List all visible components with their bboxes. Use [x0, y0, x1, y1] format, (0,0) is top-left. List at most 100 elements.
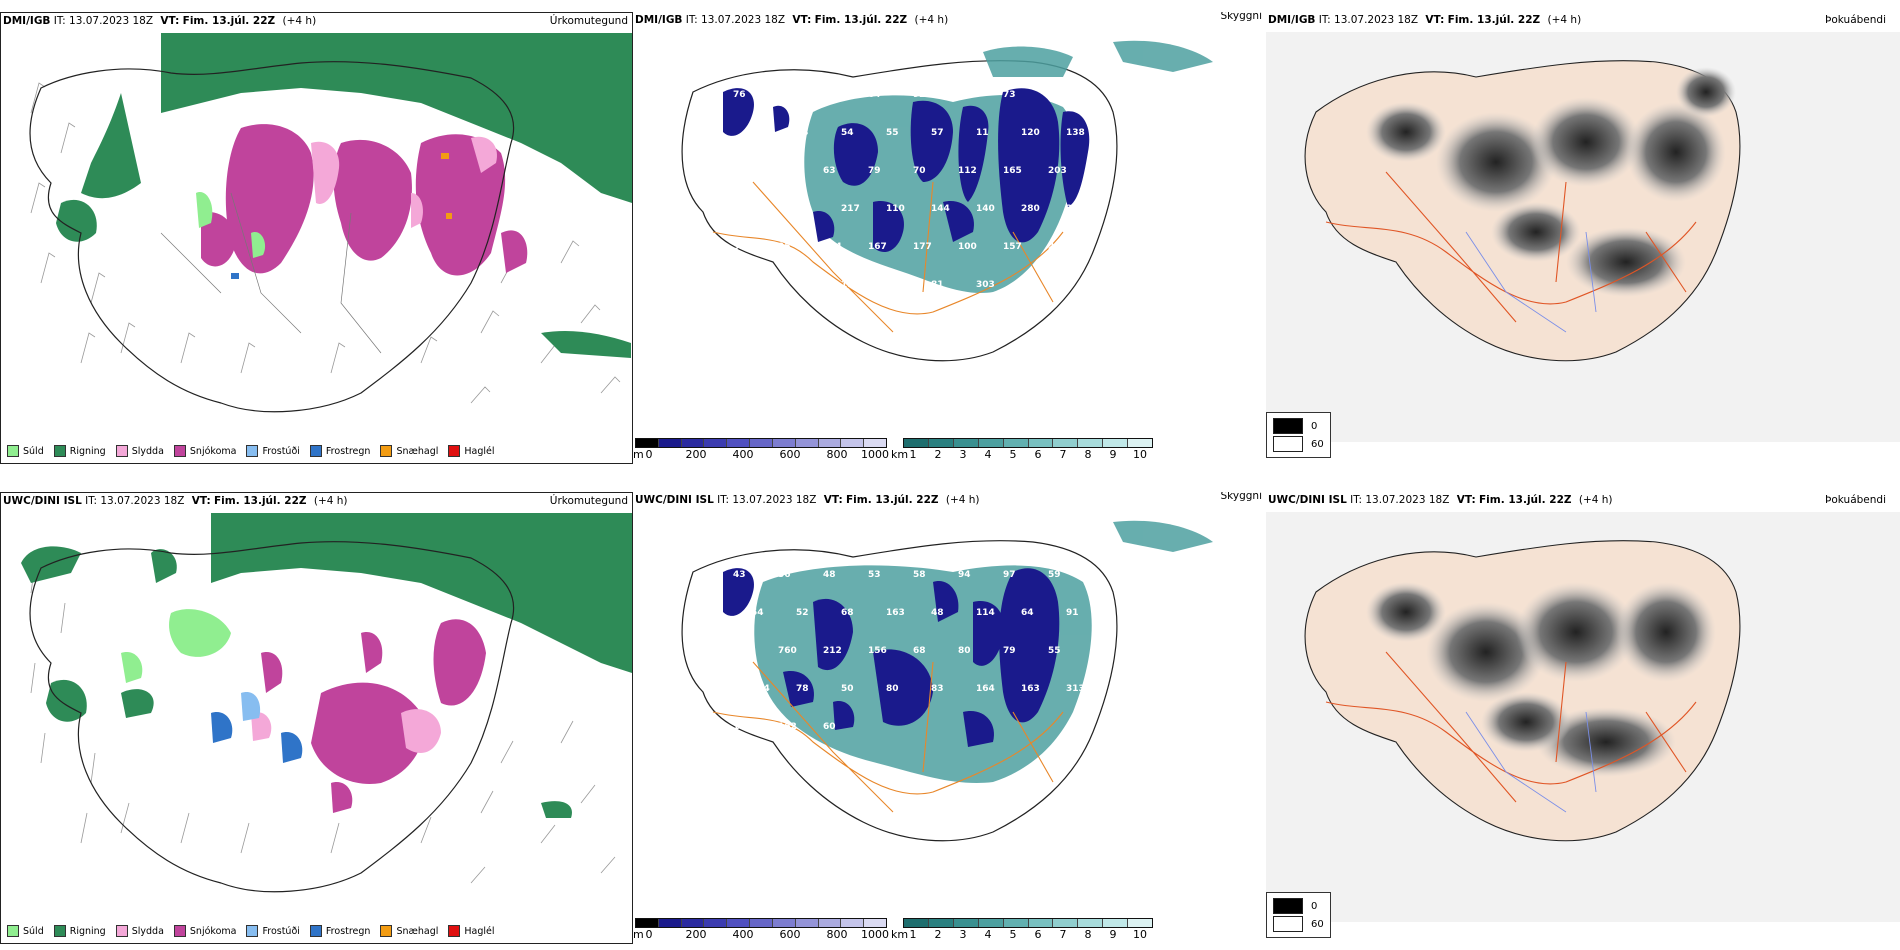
ceiling-unit: m — [633, 448, 644, 461]
precip-type-legend: Súld Rigning Slydda Snjókoma Frostúði Fr… — [7, 925, 495, 937]
ceiling-value-label: 48 — [931, 608, 944, 618]
valid-time-label: VT: — [1456, 494, 1476, 506]
ceiling-value-label: 56 — [823, 90, 836, 100]
valid-time-label: VT: — [1425, 14, 1445, 26]
model-name: UWC/DINI ISL — [635, 494, 714, 506]
visibility-color-step — [1053, 439, 1079, 447]
panel-header: UWC/DINI ISL IT: 13.07.2023 18Z VT: Fim.… — [635, 492, 1262, 510]
fog-legend-entry: 0 — [1273, 418, 1324, 434]
ceiling-value-label: 216 — [1021, 280, 1040, 290]
visibility-color-step — [1003, 439, 1029, 447]
ceiling-value-label: 163 — [886, 608, 905, 618]
ceiling-tick: 400 — [732, 928, 754, 941]
visibility-color-step — [904, 919, 929, 927]
ceiling-value-label: 60 — [823, 722, 836, 732]
precip-type-map — [1, 33, 632, 433]
visibility-tick: 5 — [1009, 928, 1017, 941]
visibility-color-step — [1128, 919, 1153, 927]
init-time: 13.07.2023 18Z — [701, 14, 786, 26]
valid-time: Fim. 13.júl. 22Z — [214, 495, 307, 507]
visibility-unit: km — [891, 928, 909, 941]
ceiling-color-step — [658, 919, 682, 927]
valid-time: Fim. 13.júl. 22Z — [1447, 14, 1541, 26]
ceiling-colorbar-boxes — [635, 438, 887, 448]
ceiling-color-step — [658, 439, 682, 447]
ceiling-value-label: 83 — [931, 684, 944, 694]
visibility-tick: 3 — [959, 928, 967, 941]
visibility-tick: 3 — [959, 448, 967, 461]
ceiling-value-label: 340 — [796, 280, 815, 290]
visibility-tick: 6 — [1034, 928, 1042, 941]
visibility-map: 43 56 48 53 58 94 97 59 54 52 68 163 48 114 64 91 95 760 2… — [681, 520, 1213, 842]
init-time-label: IT: — [1318, 14, 1331, 26]
visibility-color-step — [1028, 919, 1054, 927]
ceiling-value-label: 73 — [1003, 90, 1016, 100]
legend-entry: Snjókoma — [173, 445, 236, 457]
ceiling-value-label: 56 — [778, 570, 791, 580]
ceiling-value-label: 760 — [778, 646, 797, 656]
ceiling-value-label: 120 — [1021, 128, 1040, 138]
fog-legend-swatch — [1273, 898, 1303, 914]
ceiling-value-label: 63 — [823, 166, 836, 176]
valid-time: Fim. 13.júl. 22Z — [846, 494, 939, 506]
fog-legend-swatch — [1273, 916, 1303, 932]
ceiling-value-label: 198 — [751, 280, 770, 290]
ceiling-value-label: 81 — [931, 280, 944, 290]
ceiling-value-label: 64 — [868, 90, 881, 100]
valid-time: Fim. 13.júl. 22Z — [182, 15, 276, 27]
model-name: DMI/IGB — [1268, 14, 1316, 26]
fog-index-map — [1266, 32, 1900, 442]
legend-swatch — [115, 925, 128, 937]
legend-swatch — [173, 925, 186, 937]
init-time: 13.07.2023 18Z — [1334, 14, 1419, 26]
ceiling-value-label: 303 — [976, 280, 995, 290]
ceiling-tick: 800 — [826, 448, 848, 461]
ceiling-tick: 1000 — [861, 928, 889, 941]
model-name: UWC/DINI ISL — [1268, 494, 1347, 506]
panel-header: DMI/IGB IT: 13.07.2023 18Z VT: Fim. 13.j… — [3, 15, 628, 31]
visibility-color-step — [1103, 439, 1129, 447]
legend-entry: Frostúði — [246, 925, 300, 937]
panel-header: UWC/DINI ISL IT: 13.07.2023 18Z VT: Fim.… — [1268, 494, 1896, 510]
ceiling-color-step — [727, 439, 751, 447]
ceiling-value-label: 60 — [796, 204, 809, 214]
ceiling-value-label: 97 — [1048, 90, 1061, 100]
visibility-colorbar: km 1 2 3 4 5 6 7 8 9 10 — [891, 438, 1153, 462]
ceiling-color-step — [772, 919, 796, 927]
ceiling-value-label: 144 — [931, 204, 950, 214]
visibility-color-step — [1128, 439, 1153, 447]
ceiling-value-label: 52 — [796, 608, 809, 618]
visibility-tick: 9 — [1109, 448, 1117, 461]
ceiling-value-label: 53 — [796, 128, 809, 138]
ceiling-value-label: 122 — [886, 280, 905, 290]
forecast-offset: (+4 h) — [945, 494, 980, 506]
ceiling-unit: m — [633, 928, 644, 941]
legend-swatch — [309, 445, 322, 457]
visibility-color-step — [1003, 919, 1029, 927]
ceiling-tick: 0 — [645, 928, 653, 941]
ceiling-value-label: 162 — [778, 722, 797, 732]
ceiling-value-label: 94 — [958, 570, 971, 580]
legend-entry: Frostúði — [246, 445, 300, 457]
ceiling-value-label: 76 — [733, 90, 746, 100]
legend-entry: Frostregn — [309, 925, 370, 937]
ceiling-colorbar-ticks: m 0 200 400 600 800 1000 — [633, 928, 889, 942]
ceiling-value-label: 59 — [1048, 570, 1061, 580]
ceiling-value-label: 114 — [976, 608, 995, 618]
visibility-tick: 10 — [1133, 928, 1147, 941]
ceiling-tick: 1000 — [861, 448, 889, 461]
visibility-tick: 2 — [934, 928, 942, 941]
legend-swatch — [246, 445, 259, 457]
legend-swatch — [246, 925, 259, 937]
fog-legend-entry: 60 — [1273, 436, 1324, 452]
ceiling-color-step — [681, 439, 705, 447]
visibility-colorbar-boxes — [903, 918, 1153, 928]
valid-time-label: VT: — [160, 15, 180, 27]
ceiling-value-label: 79 — [1003, 646, 1016, 656]
ceiling-value-label: 110 — [886, 204, 905, 214]
visibility-panel-row2: UWC/DINI ISL IT: 13.07.2023 18Z VT: Fim.… — [633, 492, 1266, 944]
ceiling-color-step — [818, 919, 842, 927]
ceiling-value-label: 310 — [733, 242, 752, 252]
ceiling-tick: 200 — [685, 448, 707, 461]
valid-time-label: VT: — [823, 494, 843, 506]
